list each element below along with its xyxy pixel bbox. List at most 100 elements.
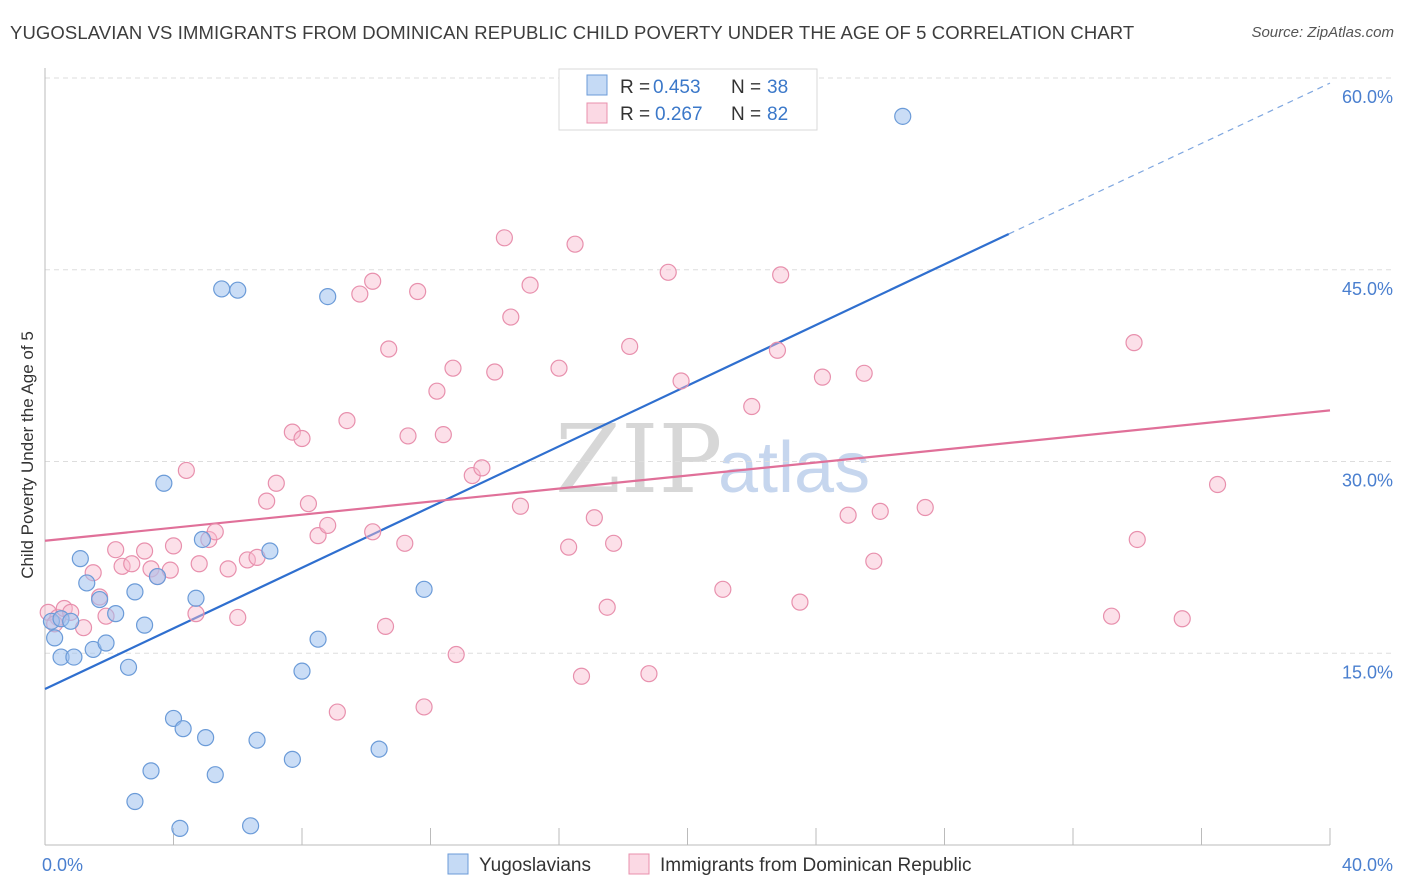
point-yugoslavian-14	[126, 792, 144, 811]
point-dominican-66	[743, 397, 761, 416]
point-yugoslavian-18	[155, 474, 173, 492]
legend-swatch-dominican	[586, 102, 608, 124]
point-dominican-52	[511, 497, 530, 515]
point-yugoslavian-5	[65, 648, 83, 666]
point-yugoslavian-31	[283, 750, 301, 768]
point-yugoslavian-35	[370, 740, 388, 758]
point-yugoslavian-9	[91, 590, 109, 609]
y-tick-labels: 15.0% 30.0% 45.0% 60.0%	[1342, 87, 1393, 682]
series-dominican-points	[39, 229, 1227, 721]
x-tick-labels: 0.0% 40.0%	[42, 855, 1393, 875]
point-dominican-72	[855, 364, 873, 382]
point-yugoslavian-23	[193, 530, 212, 549]
point-dominican-23	[238, 551, 256, 569]
point-dominican-15	[164, 537, 183, 555]
point-dominican-34	[351, 285, 369, 303]
point-yugoslavian-1	[46, 629, 64, 647]
point-yugoslavian-4	[62, 612, 80, 630]
point-dominican-78	[1128, 530, 1146, 549]
point-dominican-17	[187, 605, 205, 623]
point-dominican-65	[714, 580, 732, 598]
point-dominican-50	[495, 229, 513, 247]
point-dominican-73	[865, 552, 883, 570]
point-dominican-40	[399, 427, 417, 445]
point-yugoslavian-13	[126, 583, 144, 601]
point-dominican-32	[328, 703, 346, 721]
point-yugoslavian-10	[97, 634, 115, 652]
x-tick-label-0: 0.0%	[42, 855, 83, 875]
legend-r-value-1: 0.453	[653, 77, 701, 98]
point-dominican-74	[871, 502, 889, 520]
bottom-legend-label-dominican: Immigrants from Dominican Republic	[660, 855, 972, 876]
legend-swatch-yugoslavians	[586, 74, 608, 96]
point-dominican-55	[560, 538, 578, 556]
y-tick-label-0: 15.0%	[1342, 662, 1393, 682]
point-dominican-56	[566, 235, 584, 253]
trend-line-dominican	[44, 409, 1331, 542]
point-dominican-10	[123, 555, 141, 573]
point-dominican-46	[447, 645, 465, 664]
point-dominican-11	[135, 542, 154, 560]
point-dominican-44	[434, 426, 452, 444]
point-dominican-33	[338, 411, 356, 430]
point-yugoslavian-37	[894, 107, 912, 125]
point-dominican-80	[1208, 475, 1227, 494]
point-dominican-37	[376, 617, 395, 636]
point-dominican-60	[605, 534, 623, 552]
point-dominican-9	[113, 557, 131, 575]
point-dominican-31	[319, 516, 337, 535]
bottom-legend-label-yugoslavians: Yugoslavians	[479, 855, 591, 876]
point-dominican-38	[380, 340, 398, 358]
point-dominican-68	[772, 266, 790, 284]
point-yugoslavian-36	[415, 580, 433, 598]
point-dominican-64	[672, 372, 690, 390]
point-dominican-22	[229, 608, 247, 627]
point-dominican-20	[206, 523, 224, 541]
watermark-zip: ZIP	[555, 405, 722, 515]
point-yugoslavian-34	[319, 287, 337, 306]
y-axis-title: Child Poverty Under the Age of 5	[18, 331, 37, 579]
point-dominican-59	[598, 598, 616, 616]
watermark-atlas: atlas	[718, 428, 870, 508]
point-dominican-41	[409, 282, 427, 301]
point-dominican-69	[791, 593, 809, 611]
legend-r-label-2: R =	[620, 104, 650, 125]
point-dominican-18	[190, 555, 208, 573]
series-yugoslavian-points	[42, 107, 912, 837]
point-dominican-53	[521, 276, 539, 294]
point-dominican-62	[640, 665, 658, 683]
point-dominican-49	[486, 363, 504, 381]
point-dominican-75	[916, 498, 934, 517]
point-dominican-26	[267, 474, 285, 492]
point-dominican-54	[550, 359, 568, 377]
point-dominican-25	[258, 492, 276, 510]
point-dominican-76	[1102, 607, 1121, 625]
legend-r-value-2: 0.267	[655, 104, 703, 125]
bottom-legend-swatch-yugoslavians	[447, 853, 469, 875]
chart-source: Source: ZipAtlas.com	[1251, 24, 1394, 41]
stats-legend: R = 0.453 N = 38 R = 0.267 N = 82	[558, 68, 818, 131]
point-yugoslavian-22	[187, 589, 205, 607]
point-yugoslavian-20	[171, 819, 189, 837]
point-dominican-16	[177, 461, 195, 480]
point-dominican-28	[293, 429, 311, 448]
point-yugoslavian-21	[174, 720, 192, 738]
point-yugoslavian-24	[197, 729, 215, 747]
y-tick-label-1: 30.0%	[1342, 471, 1393, 491]
trend-line-yugoslavians	[44, 232, 1010, 691]
point-dominican-27	[283, 423, 301, 441]
point-dominican-43	[428, 382, 446, 400]
point-dominican-61	[621, 337, 639, 356]
point-dominican-29	[299, 495, 318, 513]
legend-n-label-2: N =	[731, 104, 761, 125]
point-yugoslavian-17	[148, 567, 167, 586]
point-yugoslavian-25	[206, 766, 224, 784]
point-dominican-70	[813, 368, 832, 386]
point-dominican-71	[839, 506, 857, 524]
point-yugoslavian-28	[242, 817, 260, 835]
legend-n-value-1: 38	[767, 77, 788, 98]
point-dominican-35	[364, 272, 382, 290]
point-dominican-57	[572, 667, 591, 685]
trend-line-yugoslavians-extension	[1008, 82, 1331, 235]
point-yugoslavian-11	[107, 605, 125, 623]
